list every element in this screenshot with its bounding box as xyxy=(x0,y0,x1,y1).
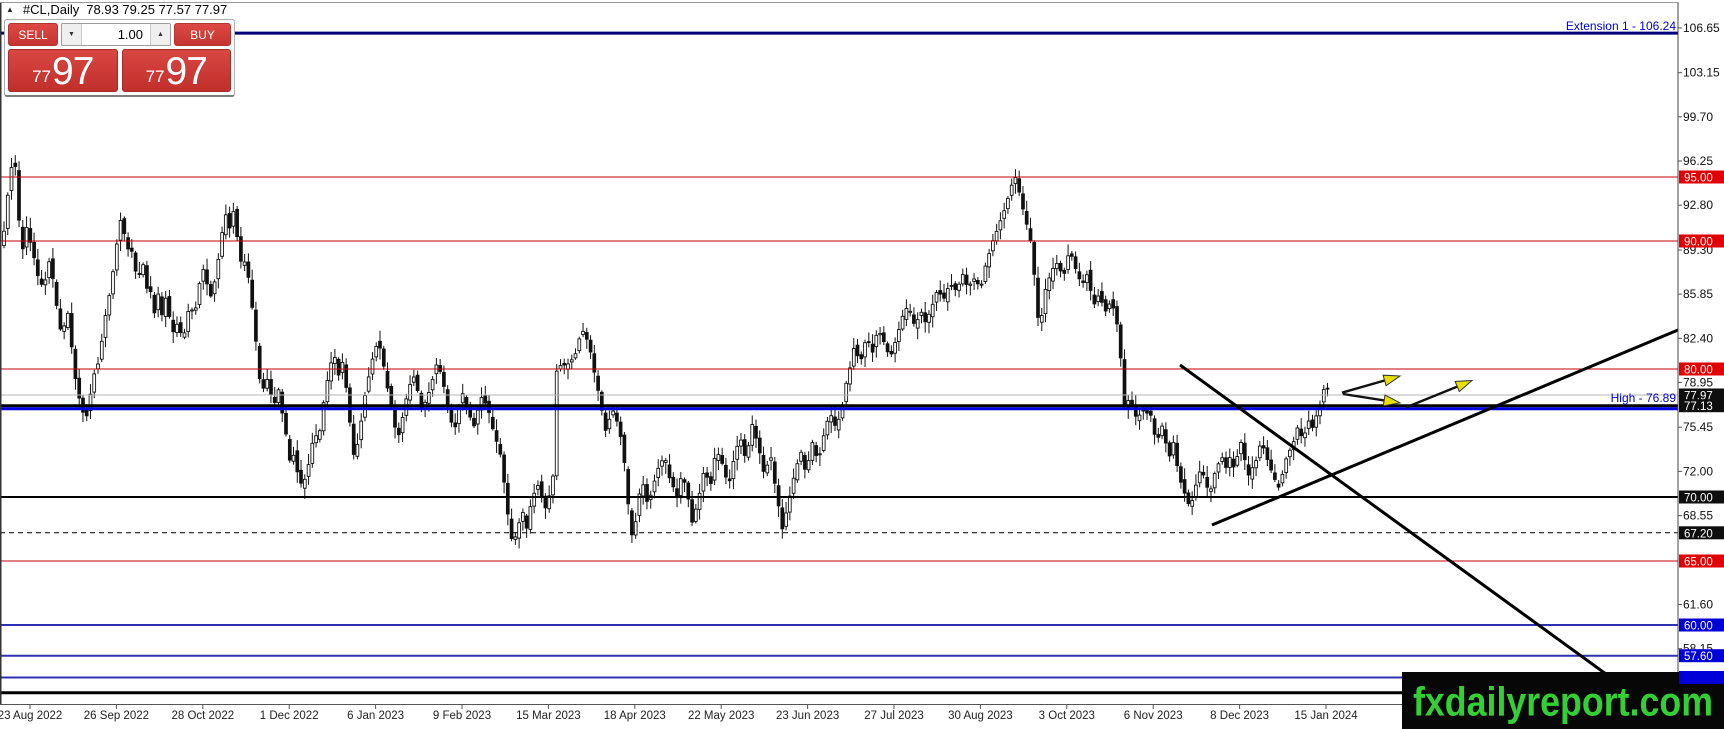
date-axis-label: 6 Nov 2023 xyxy=(1124,710,1183,722)
ascending-trendline[interactable] xyxy=(1211,328,1679,527)
price-axis-label: 92.80 xyxy=(1683,198,1713,212)
price-level-label: 67.20 xyxy=(1684,528,1713,540)
price-level-label: 80.00 xyxy=(1684,365,1713,377)
arrow-shaft-3 xyxy=(1405,385,1458,409)
date-axis-label: 1 Dec 2022 xyxy=(260,710,319,722)
symbol-title: #CL,Daily xyxy=(22,2,80,17)
arrow-head-icon[interactable] xyxy=(1454,379,1474,393)
plot-borders xyxy=(0,2,1679,705)
price-level-badge xyxy=(1679,554,1724,568)
date-axis-label: 23 Jun 2023 xyxy=(776,710,839,722)
price-level-badge xyxy=(1679,234,1724,248)
one-click-trading-panel: SELL ▼ ▲ BUY 77 97 77 97 xyxy=(4,19,235,97)
price-axis-label: 103.15 xyxy=(1683,66,1720,80)
price-level-badge xyxy=(1679,649,1724,663)
price-lines xyxy=(0,31,1678,695)
date-axis-label: 15 Mar 2023 xyxy=(516,710,581,722)
bid-price-small: 77 xyxy=(32,67,52,86)
ask-price-small: 77 xyxy=(145,67,165,86)
ask-price-big: 97 xyxy=(165,50,208,94)
price-axis-label: 61.60 xyxy=(1683,598,1713,612)
price-axis-label: 99.70 xyxy=(1683,110,1713,124)
date-axis-label: 28 Oct 2022 xyxy=(171,710,234,722)
price-level-badge xyxy=(1679,362,1724,376)
bid-price-big: 97 xyxy=(52,50,94,94)
price-level-badge xyxy=(1679,170,1724,184)
price-axis-label: 78.95 xyxy=(1683,375,1713,389)
arrow-head-icon[interactable] xyxy=(1382,374,1402,387)
watermark-box xyxy=(1402,672,1724,729)
price-level-badge xyxy=(1679,388,1724,402)
price-axis-label: 106.65 xyxy=(1683,21,1720,35)
price-level-label: 77.13 xyxy=(1684,401,1713,413)
candlesticks xyxy=(2,155,1330,549)
arrow-shaft-1 xyxy=(1341,379,1385,394)
price-level-label: 95.00 xyxy=(1684,173,1713,185)
date-axis-label: 30 Aug 2023 xyxy=(948,710,1013,722)
price-axis-label: 82.40 xyxy=(1683,331,1713,345)
volume-increase-button[interactable]: ▲ xyxy=(150,24,170,45)
watermark: fxdailyreport.com xyxy=(1402,672,1724,729)
price-axis-label: 68.55 xyxy=(1683,509,1713,523)
date-axis-label: 3 Oct 2023 xyxy=(1039,710,1095,722)
descending-trendline[interactable] xyxy=(1179,363,1683,729)
date-axis-label: 15 Jan 2024 xyxy=(1294,710,1358,722)
price-axis-label: 85.85 xyxy=(1683,287,1713,301)
price-level-badge xyxy=(1679,618,1724,632)
price-level-label: 60.00 xyxy=(1684,621,1713,633)
buy-price-panel[interactable]: 77 97 xyxy=(121,49,231,94)
sell-button[interactable]: SELL xyxy=(8,23,58,46)
sell-price-panel[interactable]: 77 97 xyxy=(8,49,118,92)
arrow-shaft-2 xyxy=(1342,392,1385,402)
volume-stepper: ▼ ▲ xyxy=(61,23,171,46)
price-level-label: 65.00 xyxy=(1684,557,1713,569)
price-axis-label: 75.45 xyxy=(1683,420,1713,434)
date-axis-label: 22 May 2023 xyxy=(688,710,755,722)
date-axis-label: 8 Dec 2023 xyxy=(1210,710,1269,722)
date-axis-label: 18 Apr 2023 xyxy=(604,710,666,722)
price-level-label: 57.60 xyxy=(1684,651,1713,663)
volume-input[interactable] xyxy=(82,24,150,45)
date-axis-label: 23 Aug 2022 xyxy=(0,710,62,722)
collapse-arrow-icon[interactable]: ▲ xyxy=(6,5,14,14)
price-level-label: 70.00 xyxy=(1684,493,1713,505)
forecast-arrows xyxy=(1341,374,1474,409)
watermark-text: fxdailyreport.com xyxy=(1413,679,1713,725)
price-level-badge xyxy=(1679,399,1724,413)
annotation-label: Extension 1 - 106.24 xyxy=(1566,19,1676,33)
date-axis-label: 6 Jan 2023 xyxy=(347,710,404,722)
trend-lines xyxy=(1179,328,1683,729)
price-axis-label: 72.00 xyxy=(1683,464,1713,478)
price-level-label: 90.00 xyxy=(1684,237,1713,249)
price-level-badge xyxy=(1679,671,1724,684)
date-axis-label: 27 Jul 2023 xyxy=(864,710,923,722)
price-level-badge xyxy=(1679,526,1724,540)
ohlc-readout: 78.93 79.25 77.57 77.97 xyxy=(86,2,228,17)
buy-button[interactable]: BUY xyxy=(174,23,231,46)
volume-decrease-button[interactable]: ▼ xyxy=(62,24,82,45)
annotation-label: High - 76.89 xyxy=(1611,391,1677,405)
chart-title-bar: ▲ #CL,Daily 78.93 79.25 77.57 77.97 xyxy=(6,2,227,17)
price-level-badge xyxy=(1679,490,1724,504)
date-axis-label: 9 Feb 2023 xyxy=(433,710,491,722)
line-annotations: Extension 1 - 106.24 High - 76.89 xyxy=(1566,19,1676,405)
date-axis-label: 26 Sep 2022 xyxy=(84,710,149,722)
price-axis-label: 96.25 xyxy=(1683,154,1713,168)
price-axis: 106.65103.1599.7096.2592.8089.3085.8582.… xyxy=(1678,21,1724,684)
date-axis: 23 Aug 2022 26 Sep 2022 28 Oct 2022 1 Dec 2… xyxy=(0,704,1358,722)
arrow-head-icon[interactable] xyxy=(1382,394,1402,407)
